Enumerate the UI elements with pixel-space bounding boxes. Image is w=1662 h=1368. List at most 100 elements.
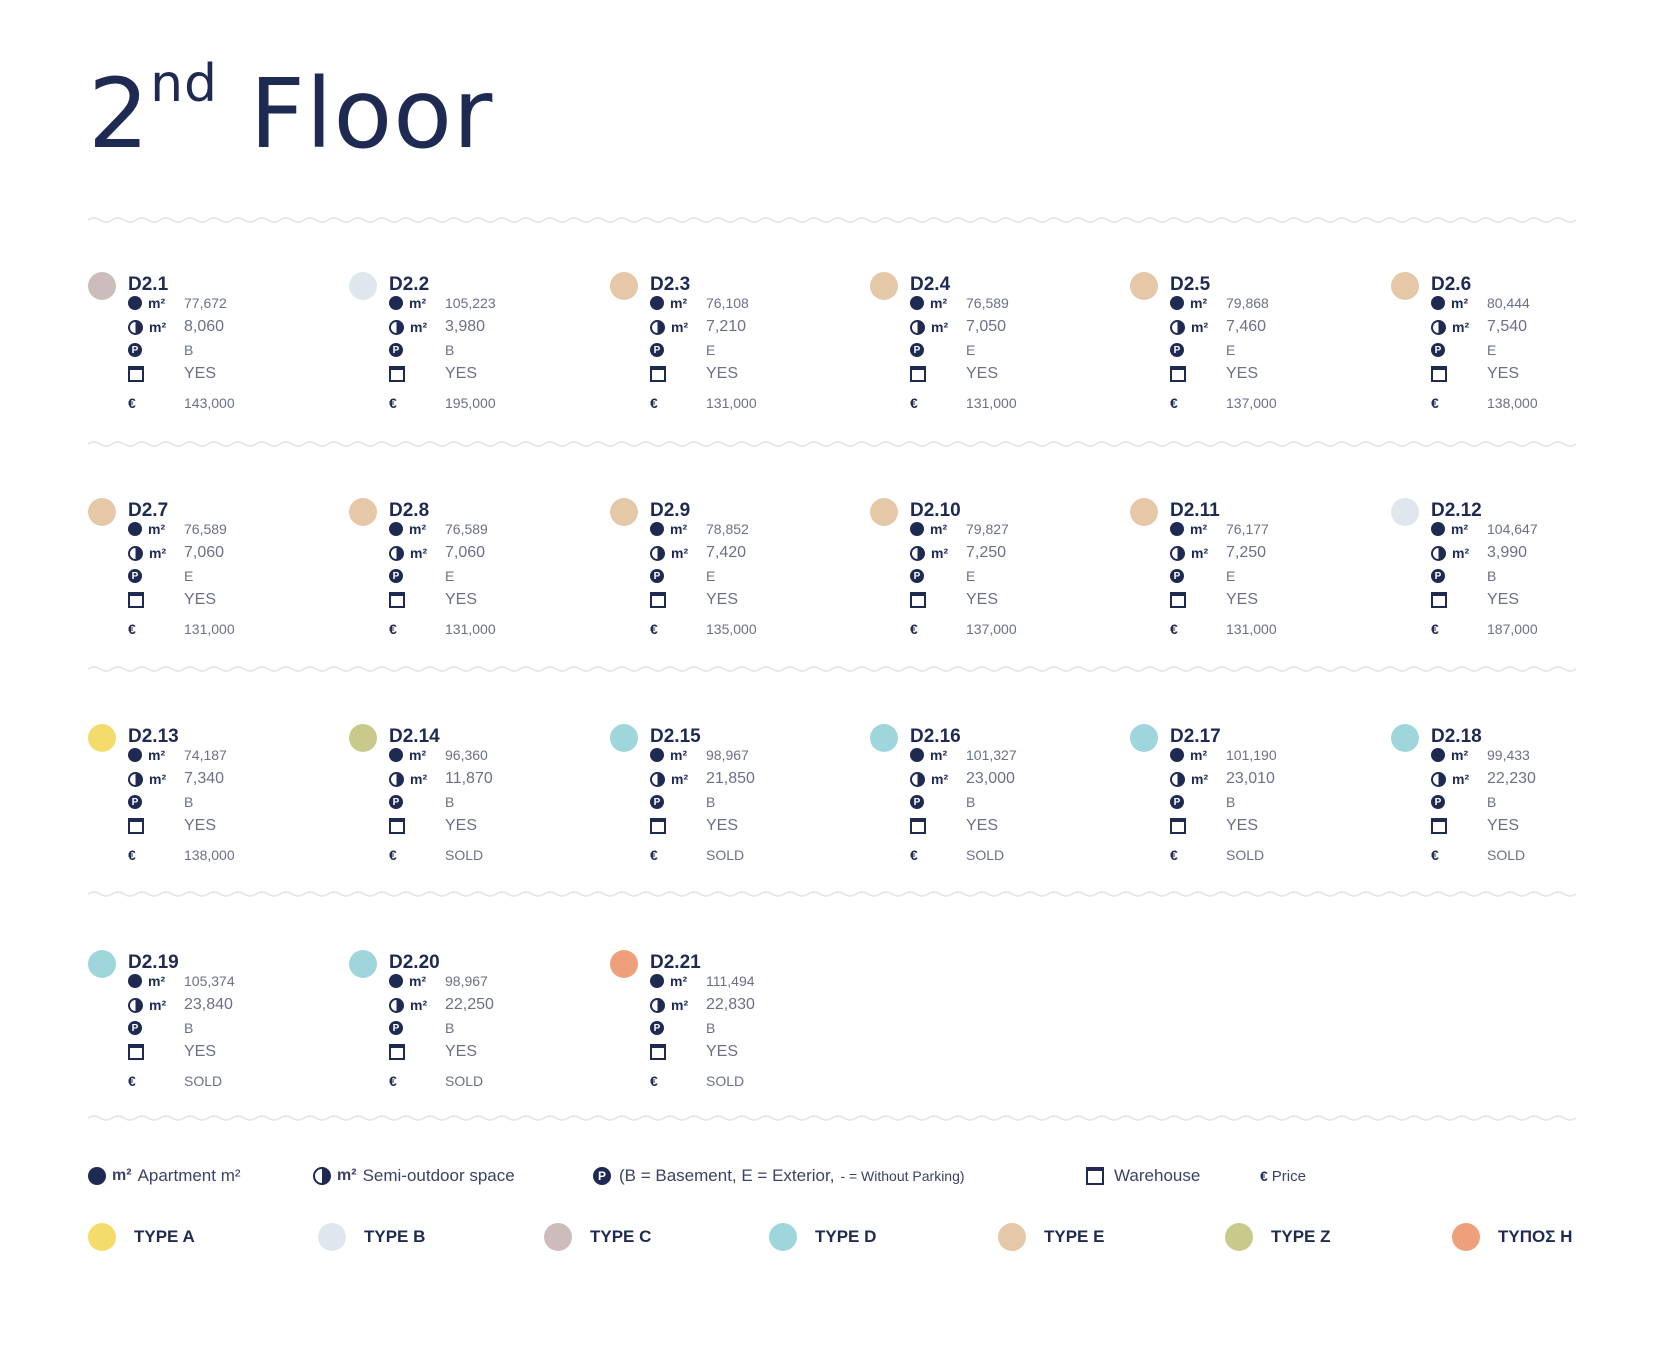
- warehouse-icon: [389, 818, 405, 834]
- m2-label: m²: [112, 1167, 132, 1184]
- unit-code: D2.2: [389, 274, 430, 295]
- price-value: SOLD: [184, 1073, 223, 1089]
- parking-value: B: [706, 1020, 716, 1036]
- semi-outdoor-value: 7,250: [1226, 544, 1267, 561]
- semi-outdoor-icon: [128, 319, 143, 335]
- euro-icon: €: [389, 847, 397, 863]
- warehouse-icon: [1431, 818, 1447, 834]
- apartment-area-icon: [88, 1167, 106, 1185]
- unit-code: D2.5: [1170, 274, 1211, 295]
- wave-divider: [88, 890, 1576, 898]
- unit-code: D2.3: [650, 274, 691, 295]
- m2-label: m²: [149, 771, 167, 787]
- unit-code: D2.19: [128, 952, 179, 973]
- warehouse-icon: [1170, 366, 1186, 382]
- warehouse-icon: [128, 818, 144, 834]
- apartment-area-value: 105,223: [445, 295, 496, 311]
- warehouse-icon: [910, 592, 926, 608]
- warehouse-value: YES: [966, 591, 999, 608]
- semi-outdoor-value: 22,250: [445, 996, 494, 1013]
- type-color-dot: [870, 272, 898, 300]
- price-value: SOLD: [445, 1073, 484, 1089]
- apartment-area-value: 77,672: [184, 295, 227, 311]
- parking-value: B: [1487, 794, 1497, 810]
- apartment-area-icon: [128, 296, 142, 310]
- semi-outdoor-value: 8,060: [184, 318, 225, 335]
- apartment-area-value: 96,360: [445, 747, 488, 763]
- type-color-dot: [349, 950, 377, 978]
- semi-outdoor-value: 7,250: [966, 544, 1007, 561]
- parking-icon: P: [389, 1021, 403, 1035]
- type-label: TYPE D: [815, 1227, 877, 1246]
- euro-icon: €: [1431, 621, 1439, 637]
- m2-label: m²: [931, 545, 949, 561]
- wave-divider: [88, 440, 1576, 448]
- m2-label: m²: [670, 295, 688, 311]
- warehouse-value: YES: [184, 591, 217, 608]
- parking-icon: P: [910, 569, 924, 583]
- apartment-area-icon: [128, 974, 142, 988]
- unit-card: D2.9 m² 78,852 m² 7,420 P E YES € 135,00…: [610, 496, 850, 676]
- euro-icon: €: [650, 621, 658, 637]
- unit-card: D2.8 m² 76,589 m² 7,060 P E YES € 131,00…: [349, 496, 589, 676]
- semi-outdoor-value: 3,980: [445, 318, 486, 335]
- parking-icon: P: [1431, 569, 1445, 583]
- unit-card: D2.11 m² 76,177 m² 7,250 P E YES € 131,0…: [1130, 496, 1370, 676]
- price-value: 131,000: [1226, 621, 1277, 637]
- semi-outdoor-icon: [389, 319, 404, 335]
- parking-value: E: [1487, 342, 1497, 358]
- parking-value: E: [966, 568, 976, 584]
- parking-value: B: [445, 794, 455, 810]
- warehouse-value: YES: [1487, 591, 1520, 608]
- unit-card: D2.6 m² 80,444 m² 7,540 P E YES € 138,00…: [1391, 270, 1631, 450]
- type-color-dot: [1391, 272, 1419, 300]
- parking-value: E: [966, 342, 976, 358]
- legend-price: € Price: [1260, 1164, 1306, 1188]
- euro-icon: €: [128, 847, 136, 863]
- apartment-area-icon: [389, 974, 403, 988]
- m2-label: m²: [671, 997, 689, 1013]
- type-color-dot: [88, 498, 116, 526]
- warehouse-value: YES: [445, 591, 478, 608]
- warehouse-value: YES: [184, 1043, 217, 1060]
- euro-icon: €: [1260, 1168, 1268, 1184]
- apartment-area-icon: [650, 296, 664, 310]
- euro-icon: €: [650, 395, 658, 411]
- parking-icon: P: [389, 569, 403, 583]
- unit-code: D2.7: [128, 500, 169, 521]
- warehouse-value: YES: [184, 817, 217, 834]
- price-value: 135,000: [706, 621, 757, 637]
- semi-outdoor-icon: [128, 545, 143, 561]
- warehouse-icon: [1431, 366, 1447, 382]
- apartment-area-icon: [389, 522, 403, 536]
- unit-code: D2.9: [650, 500, 691, 521]
- unit-code: D2.8: [389, 500, 430, 521]
- parking-icon: P: [650, 1021, 664, 1035]
- type-legend-item: TYPE D: [769, 1222, 876, 1252]
- parking-value: E: [706, 342, 716, 358]
- unit-code: D2.13: [128, 726, 179, 747]
- m2-label: m²: [930, 295, 948, 311]
- m2-label: m²: [410, 997, 428, 1013]
- type-legend-item: ΤΥΠΟΣ Η: [1452, 1222, 1572, 1252]
- apartment-area-icon: [1170, 522, 1184, 536]
- euro-icon: €: [910, 621, 918, 637]
- apartment-area-value: 79,827: [966, 521, 1009, 537]
- apartment-area-icon: [1431, 748, 1445, 762]
- type-color-dot: [349, 498, 377, 526]
- type-color-dot: [870, 498, 898, 526]
- m2-label: m²: [149, 997, 167, 1013]
- unit-code: D2.4: [910, 274, 951, 295]
- type-label: TYPE B: [364, 1227, 426, 1246]
- m2-label: m²: [671, 545, 689, 561]
- type-color-dot: [610, 950, 638, 978]
- semi-outdoor-value: 7,050: [966, 318, 1007, 335]
- type-swatch: [998, 1223, 1026, 1251]
- warehouse-value: YES: [706, 817, 739, 834]
- semi-outdoor-icon: [1431, 545, 1446, 561]
- unit-card: D2.18 m² 99,433 m² 22,230 P B YES € SOLD: [1391, 722, 1631, 902]
- warehouse-value: YES: [706, 591, 739, 608]
- unit-card: D2.13 m² 74,187 m² 7,340 P B YES € 138,0…: [88, 722, 328, 902]
- parking-icon: P: [128, 343, 142, 357]
- warehouse-icon: [1086, 1167, 1104, 1185]
